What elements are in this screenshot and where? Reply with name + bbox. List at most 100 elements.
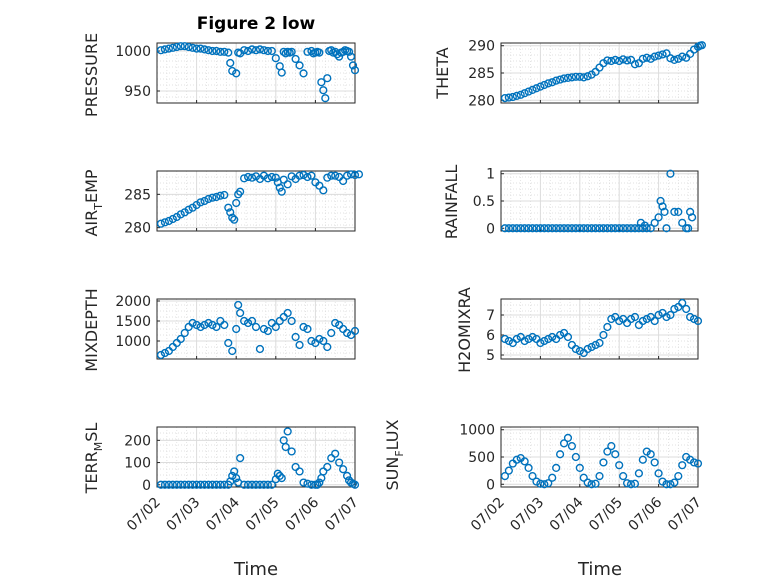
data-point-h2omixra [607, 314, 616, 324]
data-point-h2omixra [512, 334, 521, 344]
ylabel-terr-rest: SL [82, 423, 101, 442]
data-point-mixdepth [299, 322, 308, 332]
data-point-air_temp [263, 174, 272, 183]
data-point-rainfall [512, 224, 521, 233]
data-point-rainfall [630, 224, 640, 233]
data-point-pressure [204, 46, 213, 55]
data-point-terr_msl [204, 480, 213, 489]
data-point-terr_msl [275, 471, 284, 480]
data-point-pressure [208, 46, 217, 56]
data-point-sun_flux [607, 441, 616, 451]
data-point-h2omixra [630, 312, 640, 322]
data-point-theta [552, 76, 561, 85]
data-point-mixdepth [295, 340, 304, 350]
data-point-mixdepth [243, 318, 253, 328]
y-tick-label: 0 [142, 478, 151, 494]
data-point-rainfall [656, 196, 665, 206]
data-point-mixdepth [263, 326, 272, 336]
data-point-pressure [200, 45, 209, 54]
data-point-pressure [251, 46, 261, 55]
data-point-h2omixra [626, 314, 636, 324]
data-point-terr_msl [247, 480, 257, 489]
data-point-mixdepth [255, 344, 265, 354]
data-point-terr_msl [176, 480, 185, 489]
data-point-sun_flux [666, 480, 675, 489]
panel-theta: 280 285 290 [468, 39, 707, 109]
ylabel-sun-sub: F [393, 450, 406, 456]
data-point-mixdepth [283, 308, 292, 318]
data-point-sun_flux [595, 471, 604, 481]
data-point-mixdepth [220, 320, 229, 330]
data-point-sun_flux [674, 471, 683, 481]
y-tick-label: 0.5 [473, 194, 495, 210]
data-point-theta [540, 80, 549, 90]
data-point-terr_msl [212, 480, 221, 489]
data-point-pressure [263, 46, 272, 56]
data-point-rainfall [540, 224, 549, 233]
data-point-h2omixra [599, 330, 608, 340]
data-point-pressure [350, 66, 360, 75]
data-point-theta [575, 72, 584, 81]
data-point-sun_flux [654, 469, 663, 478]
y-tick-label: 290 [468, 39, 495, 55]
data-point-h2omixra [654, 310, 663, 320]
data-point-air_temp [277, 187, 286, 196]
data-point-terr_msl [307, 480, 316, 489]
data-point-mixdepth [323, 342, 332, 352]
data-point-sun_flux [555, 450, 565, 459]
data-point-sun_flux [662, 480, 671, 489]
y-tick-label: 1000 [115, 44, 151, 60]
data-point-sun_flux [634, 469, 644, 478]
y-tick-label: 2000 [115, 294, 151, 310]
data-point-pressure [344, 47, 354, 56]
ylabel-air-temp-sub: T [92, 203, 105, 211]
data-point-air_temp [350, 170, 360, 180]
data-point-terr_msl [184, 480, 193, 489]
data-point-theta [583, 72, 592, 81]
data-point-h2omixra [563, 332, 573, 342]
data-point-terr_msl [220, 480, 229, 489]
data-point-theta [567, 73, 577, 82]
data-point-mixdepth [196, 322, 205, 332]
data-point-terr_msl [313, 480, 322, 489]
data-point-terr_msl [180, 480, 189, 489]
data-point-rainfall [626, 224, 636, 233]
data-point-air_temp [220, 190, 229, 200]
data-point-terr_msl [315, 478, 324, 487]
data-point-terr_msl [251, 480, 261, 489]
y-tick-label: 1500 [115, 314, 151, 330]
data-point-rainfall [670, 207, 679, 217]
data-point-rainfall [686, 207, 695, 217]
ylabel-mixdepth: MIXDEPTH [82, 288, 101, 371]
data-point-rainfall [583, 224, 592, 233]
data-point-rainfall [646, 224, 655, 233]
data-point-theta [504, 93, 513, 102]
data-point-mixdepth [271, 322, 280, 332]
data-point-pressure [317, 78, 326, 87]
data-point-theta [508, 92, 517, 102]
data-point-pressure [240, 46, 249, 55]
data-point-air_temp [160, 218, 170, 227]
data-point-theta [654, 51, 663, 60]
data-point-air_temp [299, 170, 308, 180]
data-point-h2omixra [678, 298, 687, 308]
data-point-air_temp [307, 171, 316, 180]
data-point-pressure [321, 94, 330, 103]
data-point-pressure [160, 45, 170, 54]
ylabel-sun-main: SUN [383, 457, 402, 491]
data-point-rainfall [524, 224, 533, 233]
data-point-mixdepth [176, 334, 185, 344]
data-point-terr_msl [339, 465, 348, 474]
panel-mixdepth: 1000 1500 2000 [115, 294, 360, 360]
data-point-h2omixra [666, 310, 675, 320]
data-point-rainfall [662, 224, 671, 233]
data-point-air_temp [212, 192, 221, 202]
y-tick-label: 1 [486, 167, 495, 183]
data-point-terr_msl [188, 480, 197, 489]
data-point-h2omixra [603, 322, 612, 332]
data-point-theta [678, 52, 687, 61]
data-point-terr_msl [168, 480, 177, 489]
data-point-rainfall [508, 224, 517, 233]
y-tick-label: 280 [468, 93, 495, 109]
data-point-mixdepth [247, 316, 257, 326]
